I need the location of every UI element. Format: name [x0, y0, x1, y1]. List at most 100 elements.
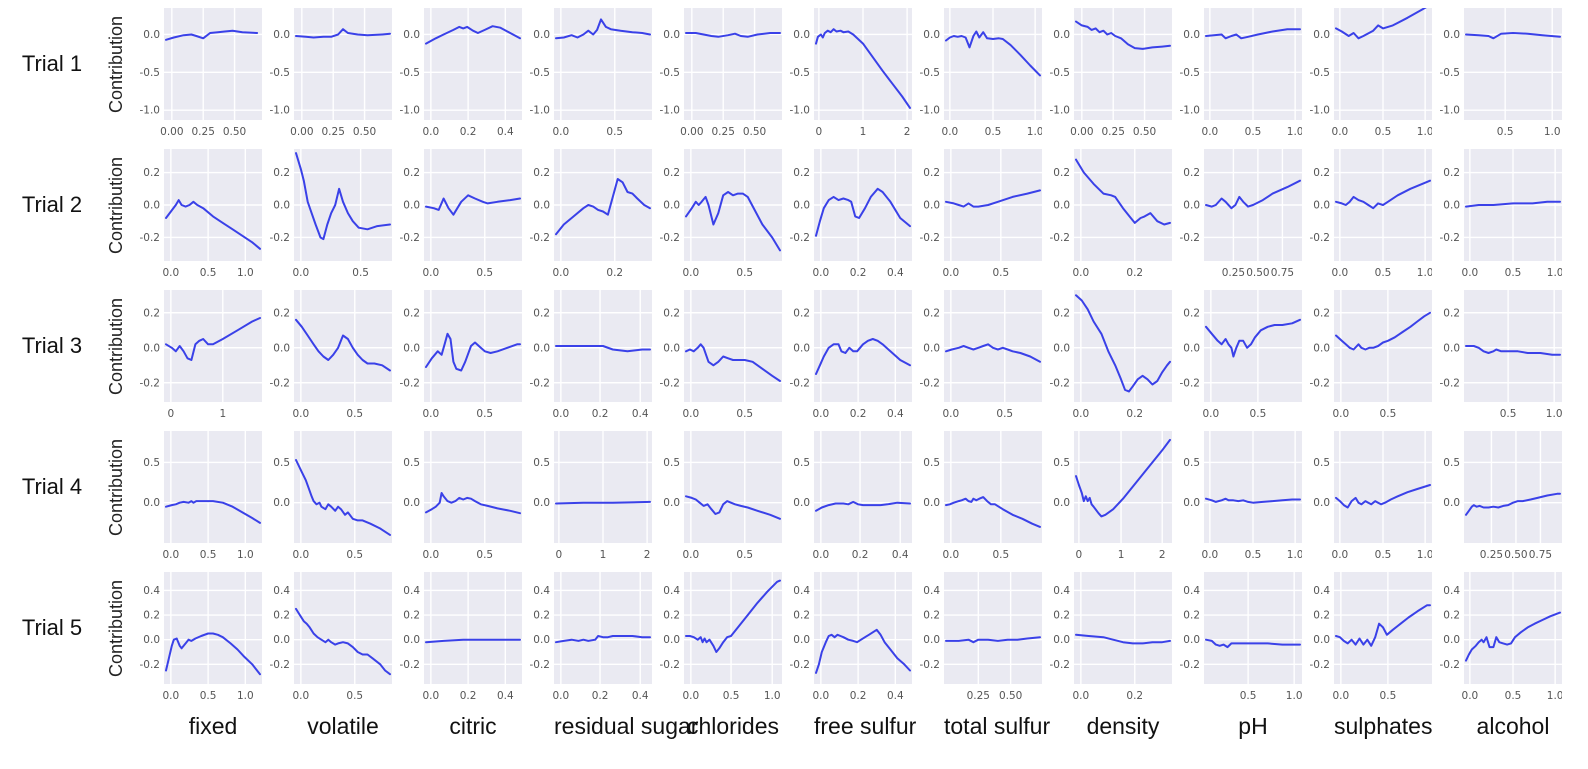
- y-tick-label: 0.0: [793, 497, 810, 509]
- y-tick-label: 0.0: [1183, 634, 1200, 646]
- y-tick-label: -0.2: [530, 377, 551, 389]
- trend-line: [425, 194, 521, 216]
- plot-background: [554, 572, 652, 684]
- trend-line: [1465, 492, 1561, 516]
- y-tick-label: 0.0: [533, 200, 550, 212]
- y-tick-label: 0.0: [1053, 342, 1070, 354]
- subplot-trial-2-pH: 0.2 0.0 -0.2 0.25 0.50 0.75: [1180, 149, 1302, 279]
- x-tick-label: 1.0: [1547, 267, 1562, 279]
- x-tick-label: 0.5: [200, 690, 217, 702]
- subplot-trial-3-sulphates: 0.2 0.0 -0.2 0.0 0.5: [1310, 290, 1432, 420]
- x-tick-label: 0.75: [1529, 549, 1552, 561]
- trend-line: [425, 332, 521, 372]
- x-tick-label: 0.5: [1240, 690, 1257, 702]
- subplot-trial-1-pH: 0.0-0.5-1.00.0 0.5 1.0: [1180, 8, 1302, 138]
- subplot-trial-3-density: 0.2 0.0 -0.2 0.0 0.2: [1050, 290, 1172, 420]
- y-tick-label: -0.2: [400, 659, 421, 671]
- y-tick-label: 0.0: [273, 634, 290, 646]
- subplot-trial-2-volatile: 0.2 0.0 -0.2 0.0 0.5: [270, 149, 392, 279]
- y-tick-label: 0.2: [143, 610, 160, 622]
- x-tick-label: 0.5: [736, 549, 753, 561]
- x-tick-label: 1.0: [237, 549, 254, 561]
- x-tick-label: 0: [168, 408, 175, 420]
- plot-background: [294, 431, 392, 543]
- trend-line: [425, 25, 521, 45]
- trend-line: [1075, 438, 1171, 518]
- x-tick-label: 0.2: [850, 408, 867, 420]
- subplot-trial-5-fixed: 0.4 0.2 0.0 -0.2 0.0 0.5 1.0: [140, 572, 262, 702]
- trend-line: [425, 492, 521, 515]
- x-tick-label: 0.5: [346, 549, 363, 561]
- subplot-trial-4-sulphates: 0.5 0.0 0.0 0.5 1.0: [1313, 431, 1432, 561]
- x-tick-label: 0.5: [1380, 408, 1397, 420]
- y-tick-label: 0.5: [1313, 457, 1330, 469]
- plot-background: [1204, 290, 1302, 402]
- x-tick-label: 0.4: [887, 408, 904, 420]
- trend-line: [1465, 611, 1561, 662]
- y-tick-label: 0.0: [663, 634, 680, 646]
- trend-line: [685, 343, 781, 382]
- y-tick-label: -1.0: [920, 105, 941, 117]
- x-tick-label: 0.25: [1222, 267, 1245, 279]
- y-tick-label: 0.4: [923, 585, 940, 597]
- x-tick-label: 0.5: [352, 267, 369, 279]
- subplot-trial-5-residual-sugar: 0.4 0.2 0.0 -0.2 0.0 0.2 0.4: [530, 572, 652, 702]
- y-tick-label: -0.2: [660, 659, 681, 671]
- y-tick-label: 0.0: [403, 634, 420, 646]
- plot-background: [1074, 572, 1172, 684]
- y-tick-label: 0.2: [1443, 167, 1460, 179]
- pdp-grid: Trial 1 Contribution 0.0 -0.5 -1.0 0.00 0.25 0.…: [2, 8, 1588, 706]
- trial-row: Trial 5 Contribution 0.4 0.2 0.0 -0.2 0.0 0.5 1.…: [2, 572, 1588, 706]
- trend-line: [165, 317, 261, 361]
- subplot-trial-2-density: 0.2 0.0 -0.2 0.0 0.2: [1050, 149, 1172, 279]
- plot-background: [294, 572, 392, 684]
- x-tick-label: 1.0: [237, 690, 254, 702]
- x-tick-label: 0.5: [1245, 549, 1262, 561]
- subplot-trial-1-citric: 0.0-0.5-1.00.0 0.2 0.4: [400, 8, 522, 138]
- trial-row: Trial 1 Contribution 0.0 -0.5 -1.0 0.00 0.25 0.…: [2, 8, 1588, 142]
- y-tick-label: -0.5: [1050, 67, 1071, 79]
- y-tick-label: 0.2: [793, 167, 810, 179]
- x-tick-label: 0.0: [1073, 690, 1090, 702]
- x-tick-label: 0.5: [476, 267, 493, 279]
- x-tick-label: 0.0: [293, 408, 310, 420]
- y-tick-label: -1.0: [270, 105, 291, 117]
- x-tick-label: 0.2: [850, 267, 867, 279]
- x-tick-label: 0.2: [592, 408, 609, 420]
- x-tick-label: 0.2: [1126, 408, 1143, 420]
- x-tick-label: 1: [600, 549, 607, 561]
- x-tick-label: 1.0: [1286, 690, 1302, 702]
- y-tick-label: -0.2: [400, 377, 421, 389]
- x-tick-label: 1.0: [1546, 408, 1562, 420]
- subplot-trial-5-sulphates: 0.4 0.2 0.0 -0.2 0.0 0.5: [1310, 572, 1432, 702]
- x-tick-label: 0.5: [606, 126, 623, 138]
- plot-background: [684, 431, 782, 543]
- x-tick-label: 0.25: [967, 690, 990, 702]
- trend-line: [1205, 28, 1301, 40]
- trend-line: [945, 496, 1041, 528]
- y-tick-label: 0.5: [1443, 457, 1460, 469]
- subplot-trial-1-alcohol: 0.0 -0.5 -1.0 0.5 1.0: [1440, 8, 1562, 138]
- trend-line: [555, 345, 651, 353]
- plot-background: [1204, 572, 1302, 684]
- x-tick-label: 1: [1118, 549, 1125, 561]
- y-tick-label: 0.0: [1443, 497, 1460, 509]
- y-tick-label: -0.5: [1180, 67, 1201, 79]
- y-tick-label: -0.2: [270, 377, 291, 389]
- y-tick-label: 0.0: [1183, 200, 1200, 212]
- x-tick-label: 0.5: [1375, 126, 1392, 138]
- x-tick-label: 1: [219, 408, 226, 420]
- y-tick-label: 0.4: [1053, 585, 1070, 597]
- y-axis-label: Contribution: [106, 579, 127, 677]
- trend-line: [1465, 345, 1561, 356]
- y-tick-label: 0.4: [1183, 585, 1200, 597]
- y-tick-label: -0.5: [1440, 67, 1461, 79]
- y-tick-label: 0.4: [273, 585, 290, 597]
- trend-line: [945, 189, 1041, 208]
- y-tick-label: -0.2: [920, 659, 941, 671]
- column-label-volatile: volatile: [307, 713, 379, 739]
- subplot-trial-2-free-sulfur: 0.2 0.0 -0.2 0.0 0.2 0.4: [790, 149, 912, 279]
- x-tick-label: 0.0: [813, 267, 830, 279]
- subplot-trial-3-alcohol: 0.2 0.0 -0.2 0.5 1.0: [1440, 290, 1562, 420]
- subplot-trial-4-volatile: 0.5 0.0 0.0 0.5: [273, 431, 392, 561]
